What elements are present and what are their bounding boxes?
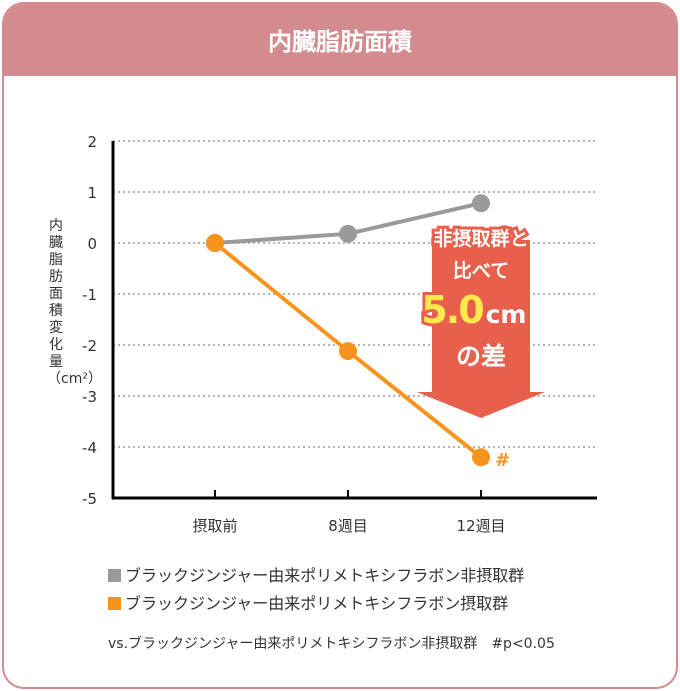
difference-arrow — [417, 240, 545, 418]
y-tick-label: -1 — [82, 286, 97, 304]
data-point — [339, 342, 357, 361]
data-point — [339, 224, 357, 243]
callout-line-4: の差 — [456, 342, 506, 371]
y-tick-label: -3 — [82, 388, 97, 406]
y-tick-label: 0 — [87, 235, 97, 253]
callout-line-1: 非摂取群と — [433, 227, 528, 250]
y-tick-label: 2 — [87, 133, 97, 151]
callout-unit-exponent: 2 — [533, 294, 543, 310]
y-tick-label: -2 — [82, 337, 97, 355]
callout-value: 5.0 — [421, 288, 483, 332]
legend-item-treatment: ブラックジンジャー由来ポリメトキシフラボン摂取群 — [108, 590, 508, 614]
chart-title: 内臓脂肪面積 — [4, 4, 676, 76]
x-tick-label: 8週目 — [328, 517, 368, 535]
significance-note: vs.ブラックジンジャー由来ポリメトキシフラボン非摂取群 #p<0.05 — [108, 636, 555, 652]
callout-line-2: 比べて — [453, 260, 509, 282]
legend-label: ブラックジンジャー由来ポリメトキシフラボン摂取群 — [125, 594, 509, 613]
legend-label: ブラックジンジャー由来ポリメトキシフラボン非摂取群 — [125, 566, 525, 585]
legend-swatch-gray — [108, 569, 121, 582]
legend-item-control: ブラックジンジャー由来ポリメトキシフラボン非摂取群 — [108, 562, 524, 586]
legend-swatch-orange — [108, 597, 121, 610]
data-point — [472, 448, 490, 467]
y-tick-label: -5 — [82, 490, 97, 508]
data-point — [206, 234, 224, 252]
x-tick-label: 摂取前 — [192, 517, 237, 535]
significance-marker: # — [495, 450, 510, 471]
data-point — [472, 194, 490, 213]
y-tick-label: 1 — [87, 184, 97, 202]
y-tick-label: -4 — [82, 439, 97, 457]
x-tick-label: 12週目 — [456, 517, 505, 535]
callout-unit: cm — [486, 300, 527, 329]
